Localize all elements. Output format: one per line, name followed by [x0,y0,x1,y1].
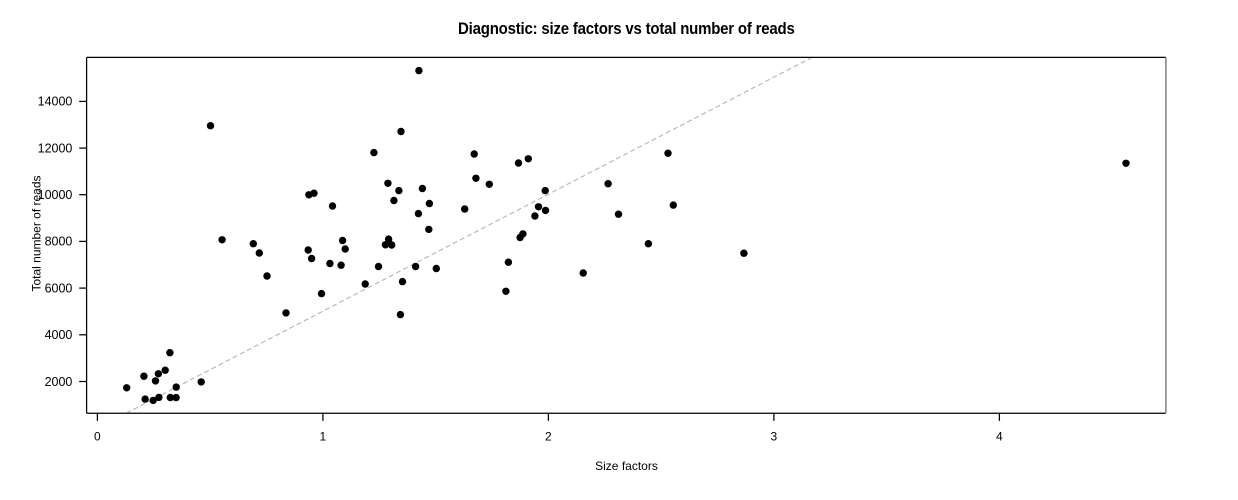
svg-text:0: 0 [94,430,101,444]
svg-text:6000: 6000 [45,281,73,295]
svg-text:2: 2 [545,430,552,444]
svg-text:12000: 12000 [38,141,73,155]
svg-text:Diagnostic: size factors vs to: Diagnostic: size factors vs total number… [458,20,795,38]
svg-text:2000: 2000 [45,375,73,389]
svg-text:Size factors: Size factors [595,459,658,473]
svg-text:Total number of reads: Total number of reads [30,175,44,291]
svg-text:14000: 14000 [38,95,73,109]
svg-text:3: 3 [771,430,778,444]
svg-text:4000: 4000 [45,328,73,342]
svg-text:1: 1 [320,430,327,444]
svg-text:8000: 8000 [45,235,73,249]
svg-text:4: 4 [996,430,1003,444]
svg-text:10000: 10000 [38,188,73,202]
